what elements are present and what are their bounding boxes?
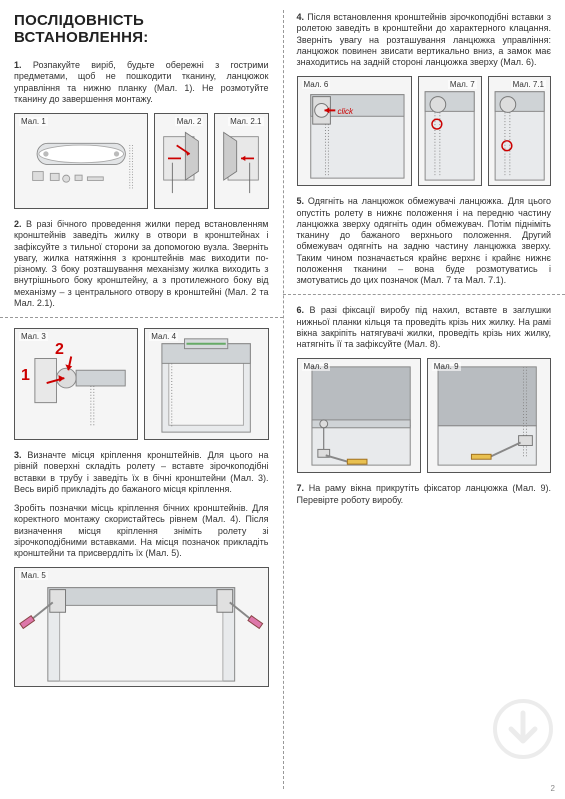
- fig-2-svg: [155, 114, 207, 208]
- page-title: ПОСЛІДОВНІСТЬ ВСТАНОВЛЕННЯ:: [14, 12, 269, 46]
- fig-71-svg: [489, 77, 550, 185]
- step-7-body: На раму вікна прикрутіть фіксатор ланцюж…: [297, 483, 552, 504]
- fig-7-label: Мал. 7: [448, 80, 477, 89]
- fig-3-arrow-2: 2: [55, 341, 64, 359]
- step-3b-body: Зробіть позначки місць кріплення бічних …: [14, 503, 269, 558]
- fig-8-label: Мал. 8: [302, 362, 331, 371]
- step-2-num: 2.: [14, 219, 22, 229]
- fig-row-1: Мал. 1 Мал. 2: [14, 113, 269, 209]
- fig-4-svg: [145, 329, 267, 439]
- fig-row-4: Мал. 6 click Мал. 7: [297, 76, 552, 186]
- step-4-num: 4.: [297, 12, 305, 22]
- fig-5-label: Мал. 5: [19, 571, 48, 580]
- step-6-body: В разі фіксації виробу під нахил, вставт…: [297, 305, 552, 349]
- fig-1-svg: [15, 114, 147, 208]
- fig-5: Мал. 5: [14, 567, 269, 687]
- step-5-text: 5. Одягніть на ланцюжок обмежувачі ланцю…: [297, 196, 552, 286]
- right-column: 4. Після встановлення кронштейнів зірочк…: [283, 0, 565, 799]
- step-6-text: 6. В разі фіксації виробу під нахил, вст…: [297, 305, 552, 350]
- step-1-num: 1.: [14, 60, 22, 70]
- fig-5-svg: [15, 568, 268, 686]
- fig-3-arrow-1: 1: [21, 367, 30, 385]
- fig-1: Мал. 1: [14, 113, 148, 209]
- fig-row-5: Мал. 8 Мал. 9: [297, 358, 552, 473]
- step-3a-body: Визначте місця кріплення кронштейнів. Дл…: [14, 450, 269, 494]
- fig-1-label: Мал. 1: [19, 117, 48, 126]
- fig-4: Мал. 4: [144, 328, 268, 440]
- page: ПОСЛІДОВНІСТЬ ВСТАНОВЛЕННЯ: 1. Розпакуйт…: [0, 0, 565, 799]
- fig-9-label: Мал. 9: [432, 362, 461, 371]
- page-number: 2: [551, 784, 555, 793]
- fig-6-svg: [298, 77, 412, 185]
- step-4-text: 4. Після встановлення кронштейнів зірочк…: [297, 12, 552, 68]
- fig-4-label: Мал. 4: [149, 332, 178, 341]
- step-1-body: Розпакуйте виріб, будьте обережні з гост…: [14, 60, 269, 104]
- fig-71: Мал. 7.1: [488, 76, 551, 186]
- step-2-text: 2. В разі бічного проведення жилки перед…: [14, 219, 269, 309]
- fig-21: Мал. 2.1: [214, 113, 268, 209]
- h-divider-2: [283, 294, 565, 295]
- fig-6: Мал. 6 click: [297, 76, 413, 186]
- step-7-text: 7. На раму вікна прикрутіть фіксатор лан…: [297, 483, 552, 506]
- step-6-num: 6.: [297, 305, 305, 315]
- left-column: ПОСЛІДОВНІСТЬ ВСТАНОВЛЕННЯ: 1. Розпакуйт…: [0, 0, 283, 799]
- fig-71-label: Мал. 7.1: [511, 80, 546, 89]
- fig-8-svg: [298, 359, 420, 472]
- step-3a-text: 3. Визначте місця кріплення кронштейнів.…: [14, 450, 269, 495]
- fig-21-label: Мал. 2.1: [228, 117, 263, 126]
- fig-2: Мал. 2: [154, 113, 208, 209]
- step-5-num: 5.: [297, 196, 305, 206]
- fig-8: Мал. 8: [297, 358, 421, 473]
- fig-21-svg: [215, 114, 267, 208]
- h-divider-1: [0, 317, 283, 318]
- step-2-body: В разі бічного проведення жилки перед вс…: [14, 219, 269, 308]
- fig-7: Мал. 7: [418, 76, 481, 186]
- fig-6-label: Мал. 6: [302, 80, 331, 89]
- fig-9: Мал. 9: [427, 358, 551, 473]
- step-5-body: Одягніть на ланцюжок обмежувачі ланцюжка…: [297, 196, 552, 285]
- fig-3-label: Мал. 3: [19, 332, 48, 341]
- step-3-num: 3.: [14, 450, 22, 460]
- fig-3-svg: [15, 329, 137, 439]
- watermark-icon: [493, 699, 553, 759]
- fig-3: Мал. 3 1 2: [14, 328, 138, 440]
- step-1-text: 1. Розпакуйте виріб, будьте обережні з г…: [14, 60, 269, 105]
- step-7-num: 7.: [297, 483, 305, 493]
- fig-9-svg: [428, 359, 550, 472]
- step-4-body: Після встановлення кронштейнів зірочкопо…: [297, 12, 552, 67]
- step-3b-text: Зробіть позначки місць кріплення бічних …: [14, 503, 269, 559]
- fig-row-2: Мал. 3 1 2 Мал. 4: [14, 328, 269, 440]
- fig-6-click: click: [338, 107, 354, 116]
- fig-row-3: Мал. 5: [14, 567, 269, 687]
- fig-7-svg: [419, 77, 480, 185]
- fig-2-label: Мал. 2: [175, 117, 204, 126]
